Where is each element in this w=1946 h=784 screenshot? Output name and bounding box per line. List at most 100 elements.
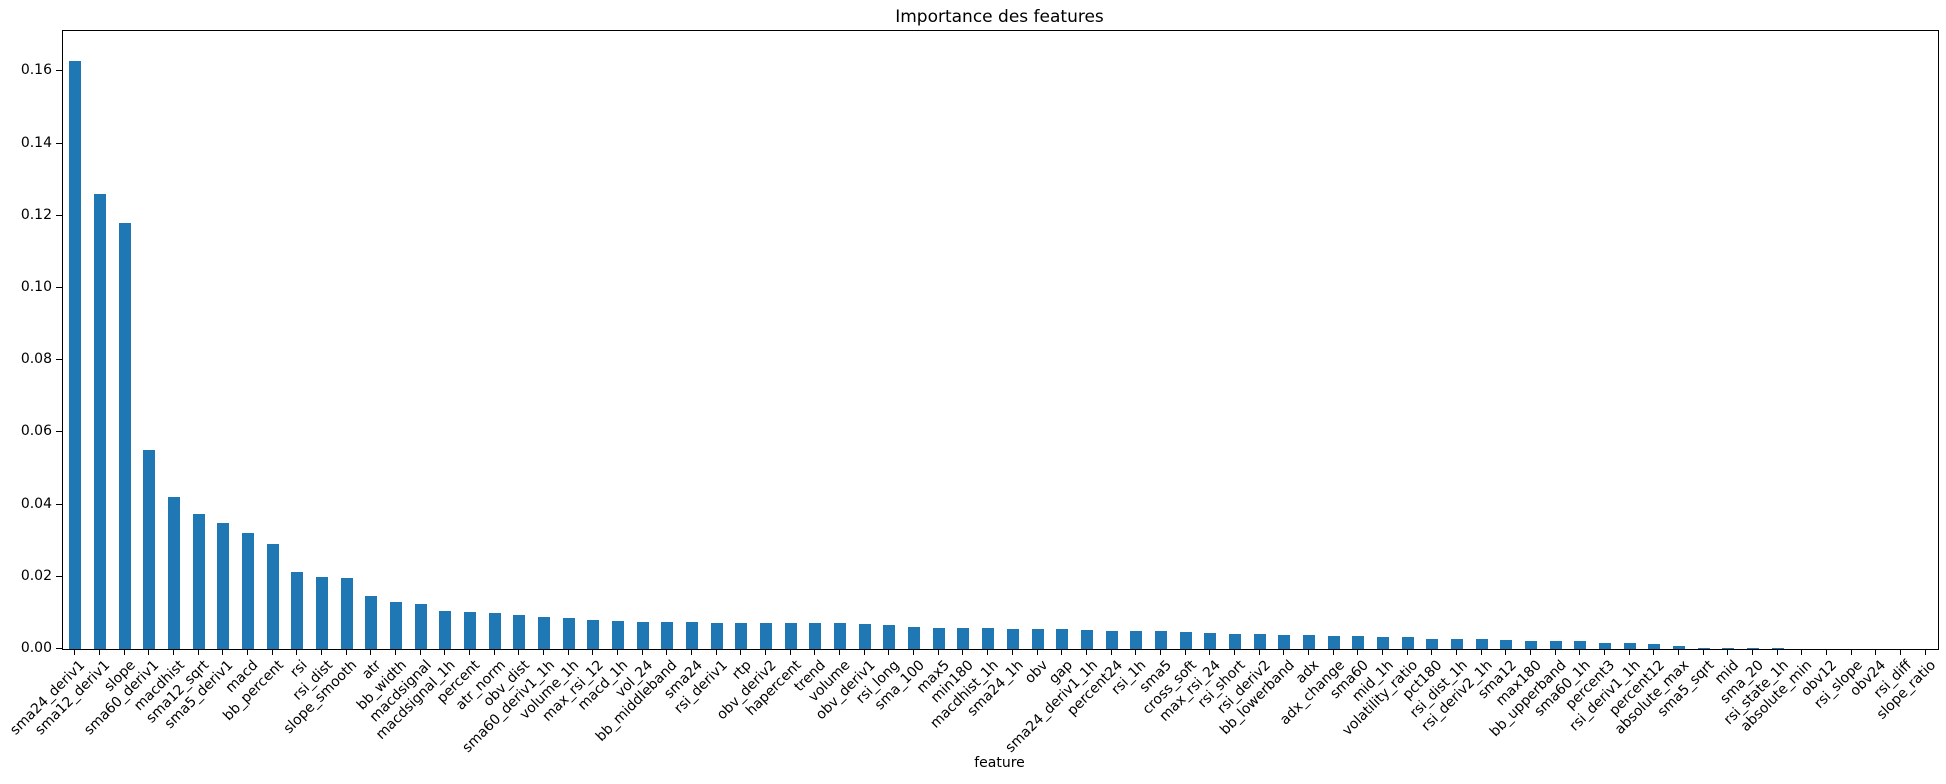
bar-volume	[834, 623, 846, 649]
x-tick-mark	[1382, 649, 1383, 655]
y-tick-label: 0.00	[20, 640, 52, 656]
bar-slope	[119, 223, 131, 649]
x-tick-mark	[148, 649, 149, 655]
x-tick-mark	[568, 649, 569, 655]
chart-title: Importance des features	[895, 7, 1104, 27]
x-tick-mark	[395, 649, 396, 655]
x-tick-mark	[444, 649, 445, 655]
bar-percent	[464, 612, 476, 649]
y-tick-label: 0.10	[20, 279, 52, 295]
bar-trend	[809, 623, 821, 649]
x-tick-mark	[1209, 649, 1210, 655]
bar-rsi_long	[883, 625, 895, 649]
x-tick-mark	[814, 649, 815, 655]
x-tick-mark	[790, 649, 791, 655]
x-tick-mark	[938, 649, 939, 655]
bar-obv_deriv2	[760, 623, 772, 649]
x-tick-mark	[1579, 649, 1580, 655]
x-tick-mark	[1777, 649, 1778, 655]
bar-sma12	[1500, 640, 1512, 649]
bar-bb_width	[390, 602, 402, 649]
x-tick-mark	[1875, 649, 1876, 655]
bar-percent3	[1599, 643, 1611, 649]
x-tick-mark	[321, 649, 322, 655]
bar-max180	[1525, 641, 1537, 649]
x-tick-mark	[839, 649, 840, 655]
bar-vol_24	[637, 622, 649, 649]
bar-sma60_deriv1	[143, 450, 155, 649]
bar-rsi_short	[1229, 634, 1241, 649]
bar-sma24_deriv1_1h	[1081, 630, 1093, 649]
bar-sma24_deriv1	[69, 61, 81, 649]
x-tick-mark	[1505, 649, 1506, 655]
bar-bb_lowerband	[1278, 635, 1290, 649]
x-tick-mark	[765, 649, 766, 655]
x-tick-mark	[518, 649, 519, 655]
x-tick-mark	[987, 649, 988, 655]
bar-sma5_deriv1	[217, 523, 229, 649]
bar-max_rsi_24	[1204, 633, 1216, 649]
bar-macdsignal_1h	[439, 611, 451, 649]
bar-obv_deriv1	[859, 624, 871, 649]
bar-percent24	[1106, 631, 1118, 649]
x-tick-mark	[1851, 649, 1852, 655]
x-tick-mark	[864, 649, 865, 655]
bar-adx	[1303, 635, 1315, 649]
y-tick-mark	[56, 143, 62, 144]
bar-min180	[957, 628, 969, 649]
y-tick-label: 0.14	[20, 135, 52, 151]
plot-area	[62, 30, 1939, 650]
x-tick-mark	[198, 649, 199, 655]
bar-hapercent	[785, 623, 797, 649]
bar-sma_100	[908, 627, 920, 649]
bar-pct180	[1426, 639, 1438, 649]
y-tick-mark	[56, 70, 62, 71]
y-tick-mark	[56, 576, 62, 577]
y-tick-label: 0.16	[20, 62, 52, 78]
x-tick-mark	[1160, 649, 1161, 655]
bar-macdhist_1h	[982, 628, 994, 649]
bar-rsi_1h	[1130, 631, 1142, 649]
y-tick-mark	[56, 431, 62, 432]
bar-percent12	[1648, 644, 1660, 649]
bar-rsi_deriv1	[711, 623, 723, 649]
x-tick-mark	[1629, 649, 1630, 655]
bar-bb_percent	[267, 544, 279, 649]
bar-rtp	[735, 623, 747, 649]
x-tick-mark	[1431, 649, 1432, 655]
bar-volatility_ratio	[1402, 637, 1414, 649]
bar-rsi_deriv1_1h	[1624, 643, 1636, 649]
x-tick-mark	[124, 649, 125, 655]
bar-gap	[1056, 629, 1068, 649]
x-tick-mark	[370, 649, 371, 655]
x-tick-mark	[1900, 649, 1901, 655]
bar-absolute_max	[1673, 646, 1685, 649]
bar-obv_dist	[513, 615, 525, 649]
bar-macdhist	[168, 497, 180, 649]
bar-atr_norm	[489, 613, 501, 649]
x-tick-mark	[1111, 649, 1112, 655]
x-tick-mark	[1925, 649, 1926, 655]
bar-rsi_deriv2_1h	[1476, 639, 1488, 649]
x-tick-mark	[1752, 649, 1753, 655]
x-tick-mark	[543, 649, 544, 655]
bar-volume_1h	[563, 618, 575, 649]
bar-macd_1h	[612, 621, 624, 649]
x-tick-mark	[1703, 649, 1704, 655]
x-tick-mark	[1234, 649, 1235, 655]
x-tick-label-obv: obv	[1022, 657, 1052, 687]
y-tick-label: 0.04	[20, 496, 52, 512]
x-tick-mark	[1530, 649, 1531, 655]
x-tick-mark	[1456, 649, 1457, 655]
x-tick-mark	[296, 649, 297, 655]
x-tick-mark	[666, 649, 667, 655]
x-tick-mark	[888, 649, 889, 655]
x-tick-mark	[691, 649, 692, 655]
bar-adx_change	[1328, 636, 1340, 649]
x-tick-mark	[272, 649, 273, 655]
bar-mid_1h	[1377, 637, 1389, 649]
x-tick-mark	[494, 649, 495, 655]
bar-sma60_deriv1_1h	[538, 617, 550, 649]
y-tick-mark	[56, 648, 62, 649]
y-tick-label: 0.12	[20, 207, 52, 223]
